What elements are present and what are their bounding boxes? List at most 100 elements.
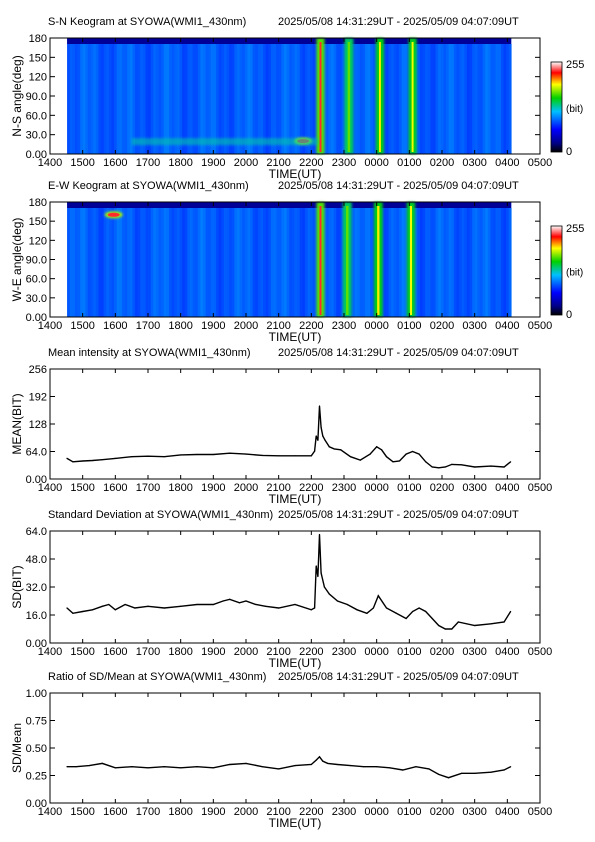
y-tick-label: 192 (29, 392, 47, 404)
keogram-texture-stripe (221, 208, 225, 317)
data-point (405, 617, 407, 620)
data-point (320, 572, 322, 574)
keogram-texture-stripe (336, 44, 340, 154)
data-point (431, 466, 433, 468)
x-tick-label: 0000 (364, 320, 388, 332)
data-point (461, 464, 463, 466)
y-axis-label: N-S angle(deg) (10, 55, 24, 136)
x-tick-label: 2100 (266, 646, 290, 658)
keogram-texture-stripe (252, 44, 256, 154)
keogram-texture-stripe (388, 208, 392, 317)
data-point (385, 607, 388, 609)
keogram-texture-stripe (422, 208, 426, 317)
keogram-texture-stripe (446, 44, 450, 154)
keogram-texture-stripe (367, 208, 371, 317)
keogram-texture-stripe (425, 208, 429, 317)
x-tick-label: 1400 (38, 157, 62, 169)
keogram-texture-stripe (189, 44, 194, 154)
keogram-texture-stripe (299, 44, 303, 154)
keogram-texture-stripe (307, 44, 311, 154)
keogram-texture-stripe (333, 208, 337, 317)
keogram-texture-stripe (161, 208, 165, 317)
keogram-texture-stripe (307, 208, 311, 317)
keogram-texture-stripe (448, 44, 452, 154)
data-point (261, 766, 263, 768)
panel-time-range: 2025/05/08 14:31:29UT - 2025/05/09 04:07… (278, 16, 519, 28)
keogram-texture-stripe (291, 208, 295, 317)
data-point (323, 586, 325, 588)
data-point (310, 763, 312, 766)
data-point (66, 766, 68, 768)
keogram-texture-stripe (82, 44, 86, 154)
keogram-texture-stripe (135, 208, 139, 317)
keogram-texture-stripe (438, 208, 442, 317)
keogram-texture-stripe (236, 208, 241, 317)
keogram-band-core (346, 206, 349, 315)
keogram-texture-stripe (477, 44, 481, 154)
keogram-texture-stripe (474, 208, 478, 317)
data-point (278, 607, 280, 609)
x-tick-label: 0500 (528, 320, 552, 332)
x-tick-label: 0400 (495, 320, 519, 332)
data-point (395, 612, 397, 614)
data-point (101, 762, 103, 765)
x-tick-label: 0200 (430, 157, 454, 169)
data-point (317, 575, 319, 578)
keogram-texture-stripe (108, 208, 113, 317)
keogram-arc (131, 138, 318, 146)
keogram-texture-stripe (302, 208, 306, 317)
x-axis-label: TIME(UT) (269, 330, 322, 344)
data-point (503, 466, 505, 468)
keogram-texture-stripe (482, 44, 486, 154)
keogram-texture-stripe (485, 208, 489, 317)
keogram-texture-stripe (480, 44, 484, 154)
keogram-texture-stripe (231, 208, 235, 317)
x-tick-label: 2200 (299, 482, 323, 494)
keogram-texture-stripe (297, 208, 301, 317)
keogram-texture-stripe (302, 44, 306, 154)
keogram-texture-stripe (257, 208, 262, 317)
x-tick-label: 0000 (364, 806, 388, 818)
x-tick-label: 1700 (136, 157, 160, 169)
x-tick-label: 0400 (495, 157, 519, 169)
keogram-texture-stripe (396, 208, 400, 317)
keogram-texture-stripe (417, 208, 421, 317)
keogram-texture-stripe (286, 44, 290, 154)
keogram-texture-stripe (508, 208, 512, 317)
data-point (431, 617, 433, 620)
x-tick-label: 1700 (136, 482, 160, 494)
data-point (222, 600, 224, 602)
data-point (196, 453, 198, 456)
keogram-texture-stripe (370, 44, 374, 154)
y-tick-label: 64.0 (26, 526, 47, 538)
keogram-texture-stripe (142, 208, 147, 317)
keogram-texture-stripe (354, 208, 358, 317)
data-point (405, 453, 407, 455)
keogram-texture-stripe (236, 44, 241, 154)
data-point (444, 628, 446, 630)
x-tick-label: 2000 (234, 157, 258, 169)
keogram-texture-stripe (443, 208, 447, 317)
keogram-texture-stripe (88, 44, 92, 154)
keogram-texture-stripe (289, 208, 293, 317)
x-tick-label: 2300 (332, 482, 356, 494)
keogram-texture-stripe (119, 208, 123, 317)
panel-4: Standard Deviation at SYOWA(WMI1_430nm) 2… (10, 509, 552, 670)
keogram-texture-stripe (93, 208, 97, 317)
keogram-texture-stripe (189, 208, 194, 317)
keogram-texture-stripe (148, 44, 152, 154)
data-point (412, 450, 414, 453)
data-point (265, 605, 267, 607)
data-point (180, 767, 182, 769)
keogram-texture-stripe (325, 208, 329, 317)
keogram-texture-stripe (365, 208, 369, 317)
x-tick-label: 1500 (70, 157, 94, 169)
keogram-texture-stripe (98, 44, 102, 154)
data-point (124, 603, 126, 606)
x-tick-label: 2000 (234, 482, 258, 494)
data-point (474, 772, 476, 774)
keogram-texture-stripe (166, 208, 170, 317)
data-point (212, 767, 214, 769)
data-point (229, 598, 231, 600)
keogram-texture-stripe (176, 44, 180, 154)
